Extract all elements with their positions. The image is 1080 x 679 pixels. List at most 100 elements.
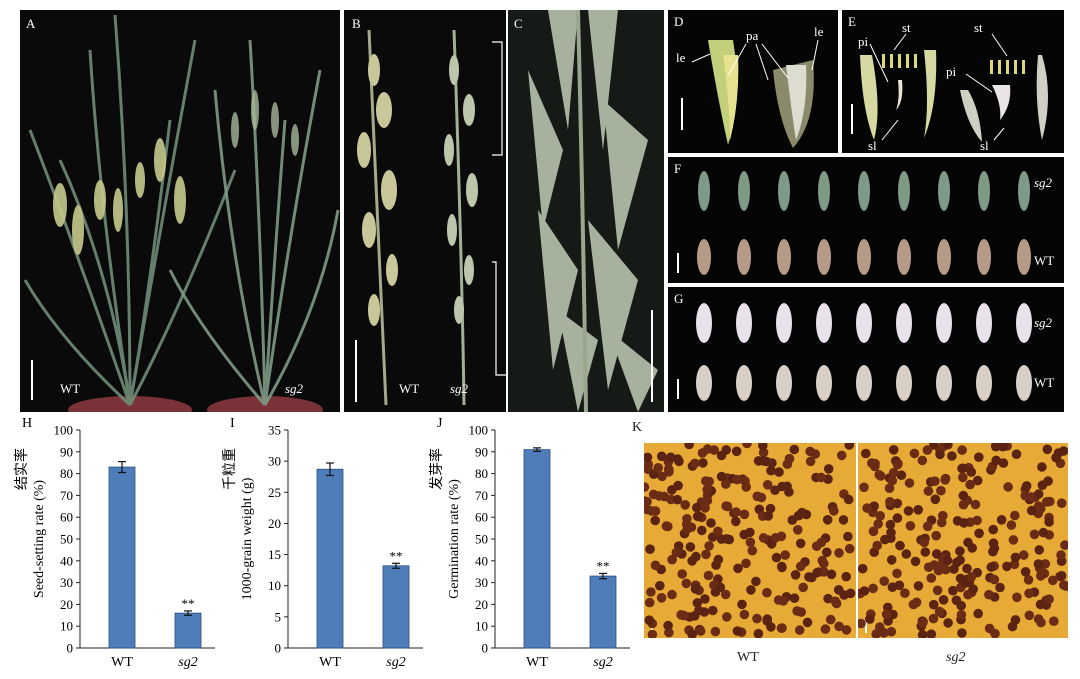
pollen-grain bbox=[955, 546, 965, 556]
panel-a-whole-plants: A WT sg2 bbox=[20, 10, 340, 412]
pollen-grain bbox=[1033, 559, 1044, 569]
x-tick-label: sg2 bbox=[178, 655, 197, 670]
y-tick-label: 30 bbox=[475, 575, 488, 590]
pollen-grain bbox=[798, 582, 808, 593]
pollen-grain bbox=[938, 595, 949, 605]
pollen-grain bbox=[858, 618, 866, 629]
pollen-grain bbox=[1029, 529, 1040, 540]
pollen-grain bbox=[700, 503, 710, 513]
pollen-grain bbox=[829, 506, 839, 516]
pollen-grain bbox=[913, 505, 923, 515]
grain bbox=[897, 239, 911, 275]
pollen-grain bbox=[644, 452, 653, 463]
pollen-grain bbox=[650, 506, 661, 516]
pollen-grain bbox=[928, 613, 939, 624]
pollen-grain bbox=[731, 516, 741, 527]
pollen-grain bbox=[1049, 616, 1059, 626]
spikelet-photo: D le pa le bbox=[668, 10, 838, 153]
pollen-grain bbox=[758, 447, 769, 458]
pollen-grain bbox=[1059, 580, 1068, 590]
y-tick-label: 90 bbox=[60, 444, 73, 459]
pollen-grain bbox=[870, 461, 880, 472]
pollen-grain bbox=[826, 569, 837, 580]
pollen-grain bbox=[873, 519, 883, 529]
pollen-grain bbox=[765, 503, 776, 514]
pollen-grain bbox=[872, 540, 882, 551]
pollen-grain bbox=[721, 534, 732, 544]
pollen-grain bbox=[956, 610, 967, 620]
pollen-grain bbox=[778, 596, 789, 606]
pollen-grain bbox=[942, 555, 953, 566]
pollen-grain bbox=[762, 614, 773, 624]
pollen-grain bbox=[1048, 575, 1058, 586]
pollen-grain bbox=[745, 527, 755, 538]
pollen-grain bbox=[825, 614, 836, 625]
pollen-grain bbox=[868, 526, 879, 537]
pollen-grain bbox=[663, 620, 673, 631]
pollen-grain bbox=[1021, 481, 1032, 491]
pollen-grain bbox=[845, 588, 856, 599]
panel-c-panicle-closeup: C bbox=[508, 10, 664, 412]
pollen-grain bbox=[923, 562, 934, 572]
pollen-grain bbox=[653, 463, 663, 473]
pollen-grain bbox=[763, 511, 774, 521]
grain bbox=[1016, 365, 1032, 401]
pollen-grain bbox=[804, 572, 814, 582]
panel-letter: J bbox=[437, 418, 443, 431]
x-tick-label: sg2 bbox=[386, 655, 405, 670]
y-tick-label: 10 bbox=[475, 619, 488, 634]
bar bbox=[523, 449, 551, 649]
y-tick-label: 100 bbox=[54, 423, 74, 438]
pollen-grain bbox=[911, 597, 922, 608]
pollen-grain bbox=[690, 611, 700, 621]
pollen-grain bbox=[697, 525, 707, 536]
grain bbox=[1016, 303, 1032, 343]
bar bbox=[316, 468, 344, 649]
pollen-grain bbox=[903, 506, 914, 516]
pollen-grain bbox=[900, 588, 910, 598]
pollen-grain bbox=[823, 593, 833, 604]
grain bbox=[978, 171, 990, 211]
pollen-grain bbox=[943, 618, 953, 628]
pollen-grain bbox=[692, 502, 702, 513]
pollen-grain bbox=[776, 623, 787, 633]
pollen-grain bbox=[940, 475, 950, 485]
grain bbox=[816, 365, 832, 401]
label-sg2: sg2 bbox=[1034, 315, 1053, 330]
pollen-grain bbox=[740, 476, 750, 486]
y-tick-label: 80 bbox=[60, 466, 73, 481]
pollen-grain bbox=[751, 576, 761, 587]
pollen-grain bbox=[774, 467, 784, 477]
pollen-grain bbox=[692, 598, 703, 608]
panel-letter-k: K bbox=[632, 420, 643, 435]
pollen-grain bbox=[722, 612, 732, 622]
pollen-grain bbox=[713, 526, 723, 537]
y-tick-label: 60 bbox=[475, 510, 488, 525]
pollen-grain bbox=[1042, 444, 1053, 455]
grain bbox=[898, 171, 910, 211]
pollen-grain bbox=[974, 528, 984, 539]
panel-k-pollen: K WT sg2 bbox=[630, 418, 1070, 676]
pollen-grain bbox=[963, 537, 973, 548]
pollen-grain bbox=[958, 490, 969, 501]
panel-letter-d: D bbox=[674, 14, 683, 29]
y-tick-label: 40 bbox=[475, 553, 488, 568]
pollen-grain bbox=[909, 448, 920, 459]
pollen-grain bbox=[1012, 592, 1022, 603]
grain bbox=[737, 239, 751, 275]
pollen-grain bbox=[789, 444, 800, 455]
pollen-grain bbox=[737, 599, 747, 610]
pollen-grain bbox=[1044, 517, 1054, 527]
y-tick-label: 80 bbox=[475, 466, 488, 481]
pollen-sg2-photo bbox=[858, 443, 1068, 638]
pollen-grain bbox=[962, 563, 972, 574]
pollen-grain bbox=[886, 533, 896, 543]
pollen-grain bbox=[887, 475, 898, 486]
grain bbox=[937, 239, 951, 275]
grain bbox=[938, 171, 950, 211]
pollen-grain bbox=[686, 522, 697, 532]
grain bbox=[896, 303, 912, 343]
pollen-grain bbox=[996, 515, 1007, 525]
pollen-grain bbox=[868, 583, 878, 594]
pollen-grain bbox=[701, 549, 711, 560]
